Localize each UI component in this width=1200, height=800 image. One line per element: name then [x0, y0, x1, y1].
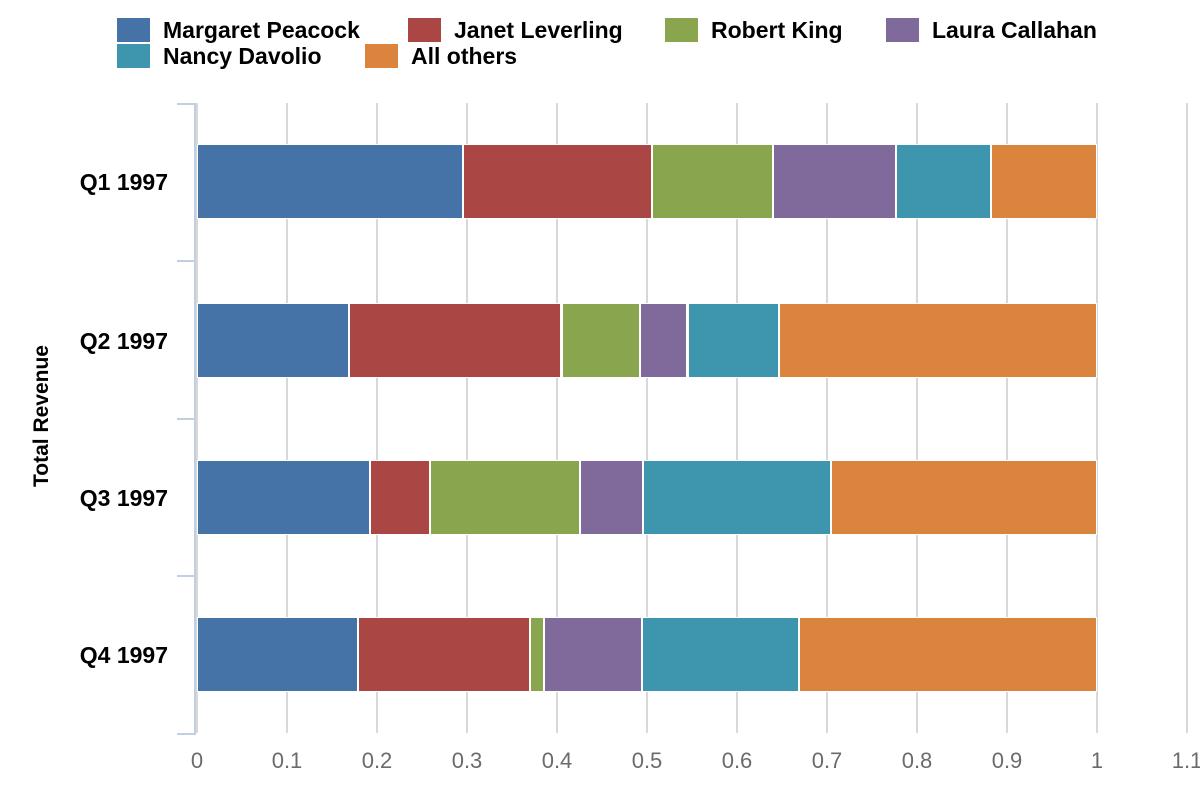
bar-segment[interactable] [197, 617, 359, 692]
legend-label: Margaret Peacock [163, 17, 360, 43]
bar-segment[interactable] [369, 460, 431, 535]
x-gridline [736, 103, 738, 733]
x-gridline [376, 103, 378, 733]
x-axis-tick-label: 0.5 [631, 748, 663, 773]
x-axis-tick-label: 0.6 [721, 748, 753, 773]
bar-segment[interactable] [197, 144, 463, 219]
x-gridline [286, 103, 288, 733]
x-gridline [556, 103, 558, 733]
y-axis-tick [177, 260, 194, 262]
bar-segment[interactable] [687, 303, 780, 378]
legend-swatch-icon [117, 18, 150, 42]
x-gridline [916, 103, 918, 733]
x-gridline [1096, 103, 1098, 733]
legend-swatch-icon [886, 18, 919, 42]
legend-item-margaret-peacock[interactable]: Margaret Peacock [117, 18, 360, 42]
legend-label: Nancy Davolio [163, 43, 322, 69]
bar-segment[interactable] [896, 144, 991, 219]
bar-segment[interactable] [197, 303, 350, 378]
legend-item-all-others[interactable]: All others [365, 44, 517, 68]
legend-swatch-icon [365, 44, 398, 68]
bar-segment[interactable] [462, 144, 652, 219]
bar-segment[interactable] [651, 144, 773, 219]
bar-segment[interactable] [641, 617, 800, 692]
x-gridline [646, 103, 648, 733]
x-axis-tick-label: 1 [1090, 748, 1104, 773]
x-gridline [196, 103, 198, 733]
legend-item-laura-callahan[interactable]: Laura Callahan [886, 18, 1097, 42]
x-axis-tick-label: 0.1 [271, 748, 303, 773]
x-axis-tick-label: 0 [190, 748, 204, 773]
bar-segment[interactable] [561, 303, 640, 378]
x-axis-tick-label: 0.2 [361, 748, 393, 773]
x-axis-tick-label: 0.9 [991, 748, 1023, 773]
category-label: Q2 1997 [79, 327, 168, 354]
legend-label: Janet Leverling [454, 17, 623, 43]
category-label: Q1 1997 [79, 168, 168, 195]
legend-label: Laura Callahan [932, 17, 1097, 43]
bar-segment[interactable] [358, 617, 530, 692]
bar-segment[interactable] [779, 303, 1097, 378]
y-axis-tick [177, 733, 194, 735]
x-axis-tick-label: 0.7 [811, 748, 843, 773]
bar-segment[interactable] [430, 460, 581, 535]
bar-segment[interactable] [530, 617, 544, 692]
legend-item-nancy-davolio[interactable]: Nancy Davolio [117, 44, 322, 68]
legend-item-janet-leverling[interactable]: Janet Leverling [408, 18, 623, 42]
bar-segment[interactable] [580, 460, 644, 535]
y-axis-line [194, 103, 196, 735]
bar-segment[interactable] [349, 303, 562, 378]
x-axis-tick-label: 0.8 [901, 748, 933, 773]
bar-segment[interactable] [197, 460, 370, 535]
legend-label: All others [411, 43, 518, 69]
bar-segment[interactable] [830, 460, 1097, 535]
legend-label: Robert King [711, 17, 843, 43]
category-label: Q4 1997 [79, 641, 168, 668]
x-axis-tick-label: 0.3 [451, 748, 483, 773]
legend-item-robert-king[interactable]: Robert King [665, 18, 843, 42]
x-gridline [1006, 103, 1008, 733]
bar-segment[interactable] [799, 617, 1097, 692]
legend-swatch-icon [665, 18, 698, 42]
legend-swatch-icon [408, 18, 441, 42]
x-gridline [466, 103, 468, 733]
x-axis-tick-label: 1.1 [1171, 748, 1200, 773]
y-axis-tick [177, 575, 194, 577]
x-gridline [826, 103, 828, 733]
bar-segment[interactable] [773, 144, 897, 219]
bar-segment[interactable] [643, 460, 831, 535]
bar-segment[interactable] [639, 303, 688, 378]
bar-segment[interactable] [990, 144, 1097, 219]
y-axis-tick [177, 418, 194, 420]
category-label: Q3 1997 [79, 484, 168, 511]
bar-segment[interactable] [543, 617, 642, 692]
legend-swatch-icon [117, 44, 150, 68]
y-axis-tick [177, 103, 194, 105]
x-gridline [1186, 103, 1188, 733]
x-axis-tick-label: 0.4 [541, 748, 573, 773]
